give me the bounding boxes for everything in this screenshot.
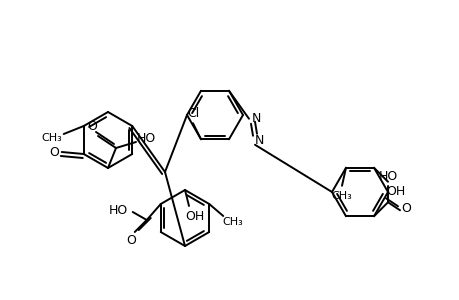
Text: CH₃: CH₃ [331, 191, 352, 201]
Text: O: O [400, 202, 410, 215]
Text: N: N [251, 112, 260, 125]
Text: Cl: Cl [186, 107, 199, 120]
Text: N: N [254, 134, 263, 147]
Text: O: O [49, 146, 59, 160]
Text: HO: HO [378, 170, 397, 183]
Text: HO: HO [136, 131, 155, 145]
Text: CH₃: CH₃ [41, 133, 62, 143]
Text: HO: HO [109, 203, 128, 217]
Text: OH: OH [185, 209, 204, 223]
Text: O: O [126, 233, 135, 247]
Text: CH₃: CH₃ [223, 217, 243, 227]
Text: O: O [87, 119, 97, 133]
Text: OH: OH [386, 185, 405, 198]
